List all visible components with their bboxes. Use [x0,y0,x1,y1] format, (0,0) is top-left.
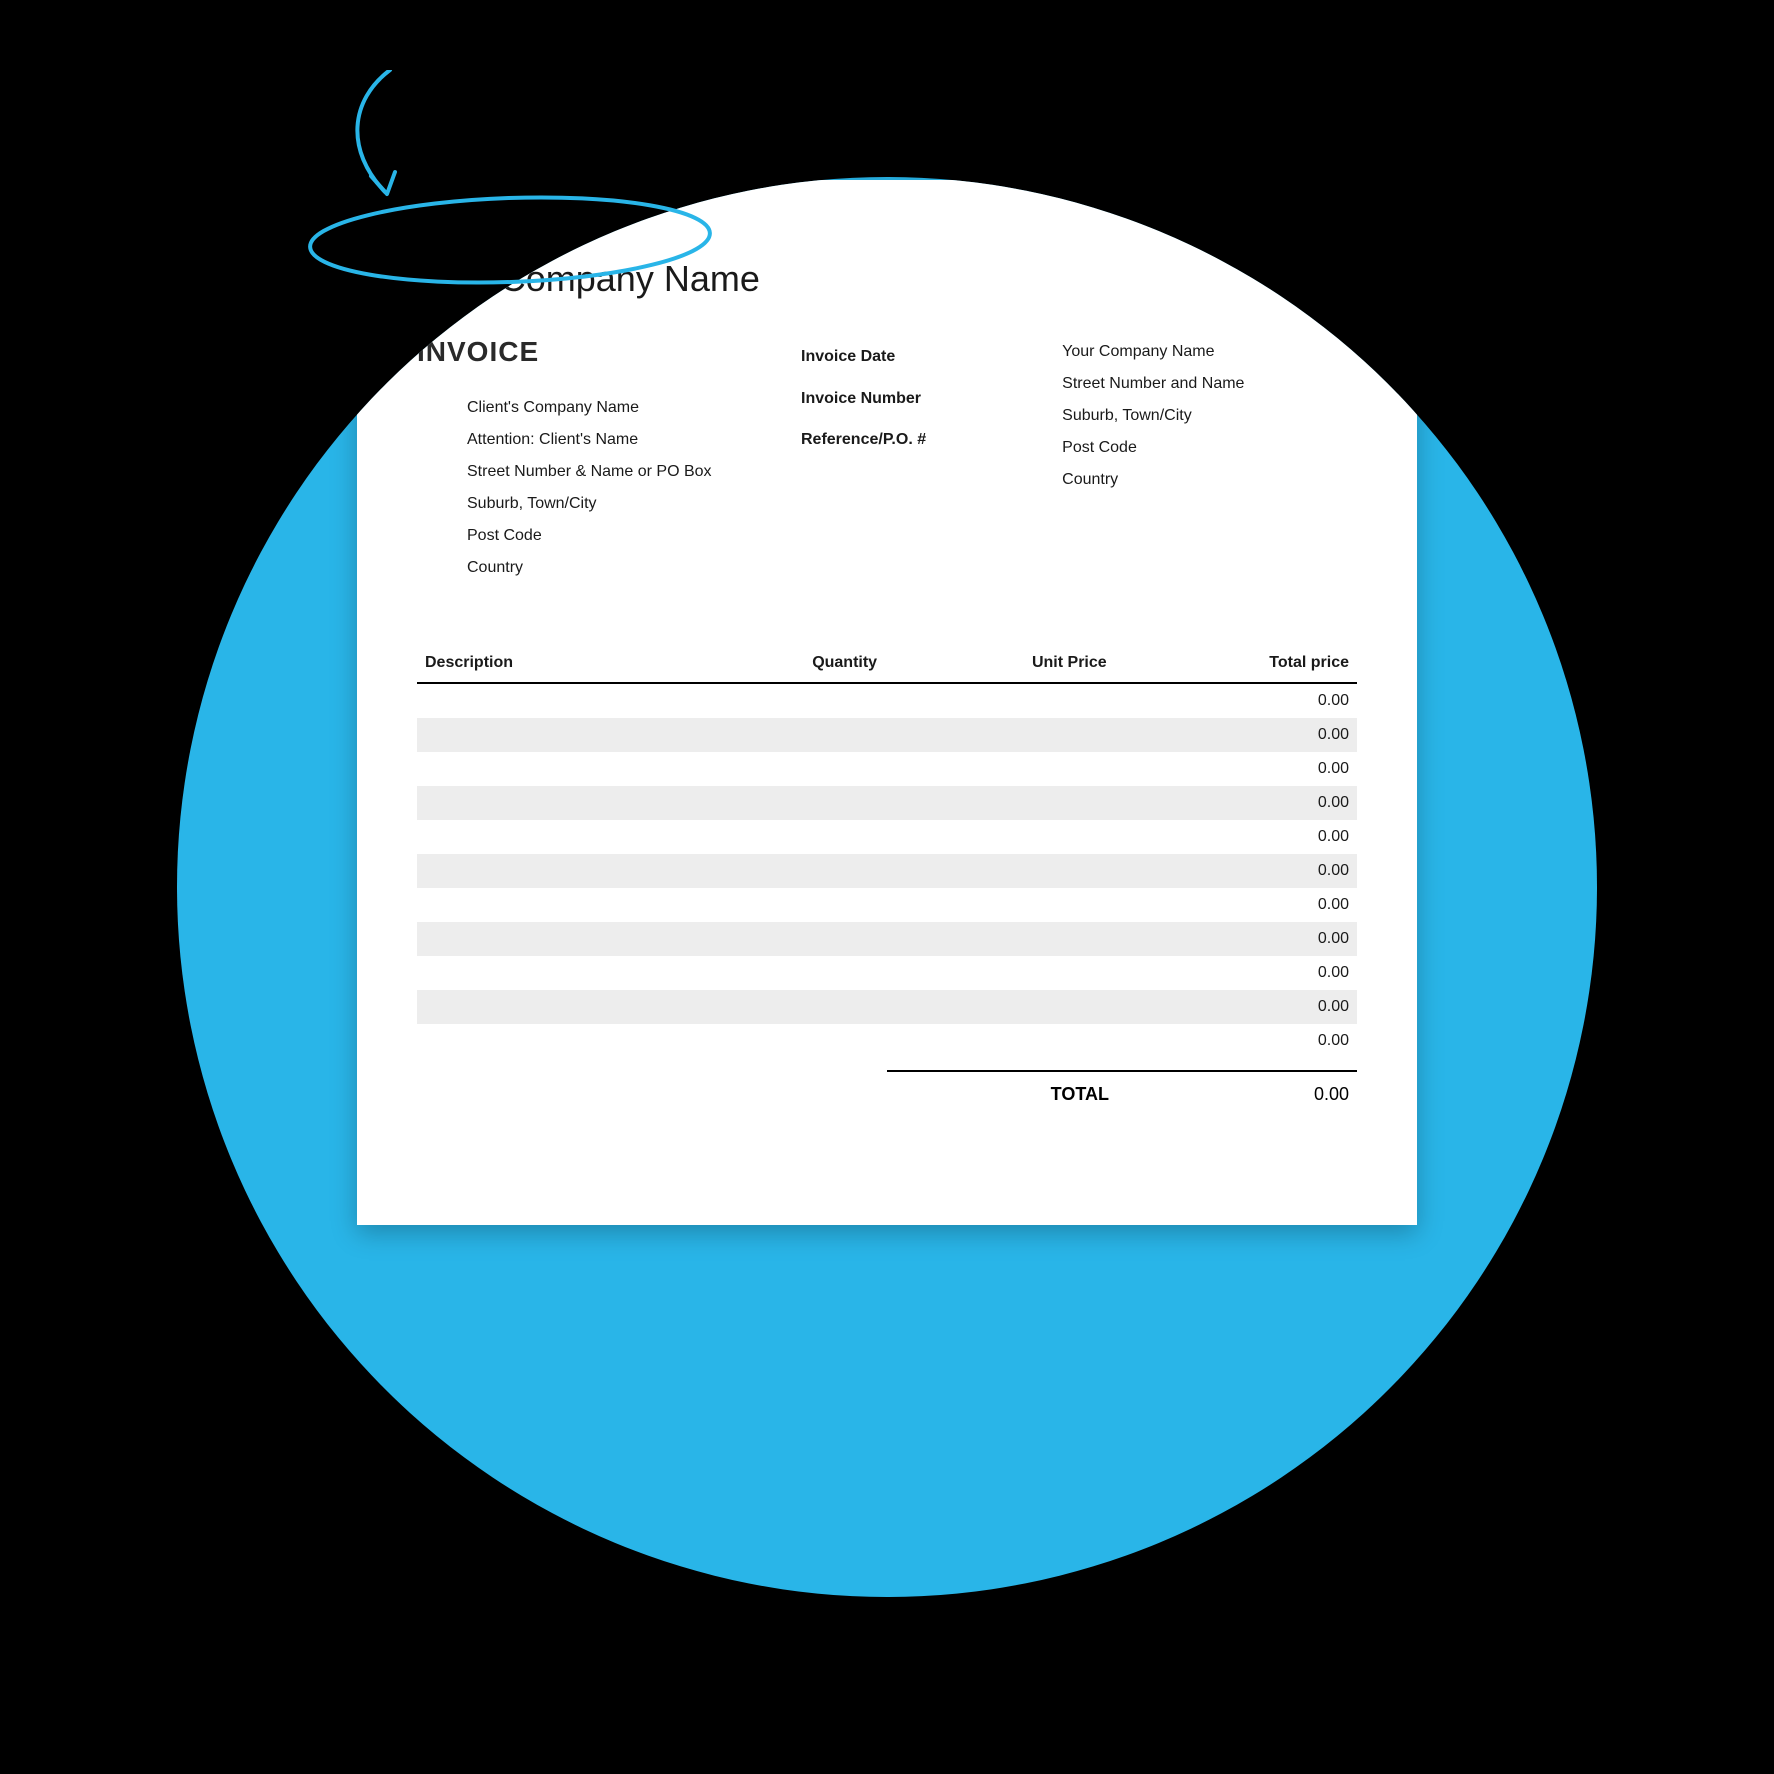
cell-description [417,1024,680,1058]
client-address: Client's Company Name Attention: Client'… [417,392,761,584]
table-row: 0.00 [417,854,1357,888]
sender-line: Post Code [1062,432,1357,464]
cell-total-price: 0.00 [1115,1024,1357,1058]
table-header-row: Description Quantity Unit Price Total pr… [417,644,1357,683]
totals-row: TOTAL 0.00 [417,1084,1357,1105]
cell-quantity [680,718,885,752]
cell-total-price: 0.00 [1115,922,1357,956]
cell-description [417,922,680,956]
cell-unit-price [885,854,1115,888]
client-line: Street Number & Name or PO Box [467,456,761,488]
cell-total-price: 0.00 [1115,820,1357,854]
col-quantity: Quantity [680,644,885,683]
cell-description [417,786,680,820]
invoice-left-column: INVOICE Client's Company Name Attention:… [417,336,761,584]
sender-line: Country [1062,464,1357,496]
cell-unit-price [885,752,1115,786]
client-line: Country [467,552,761,584]
cell-quantity [680,854,885,888]
reference-label: Reference/P.O. # [801,419,1022,461]
cell-description [417,854,680,888]
cell-total-price: 0.00 [1115,990,1357,1024]
cell-unit-price [885,718,1115,752]
cell-unit-price [885,990,1115,1024]
col-total-price: Total price [1115,644,1357,683]
table-row: 0.00 [417,718,1357,752]
cell-unit-price [885,683,1115,718]
cell-total-price: 0.00 [1115,854,1357,888]
table-row: 0.00 [417,752,1357,786]
invoice-document: Your Company Name INVOICE Client's Compa… [357,180,1417,1225]
total-value: 0.00 [1289,1084,1349,1105]
cell-total-price: 0.00 [1115,786,1357,820]
cell-description [417,888,680,922]
cell-total-price: 0.00 [1115,683,1357,718]
cell-quantity [680,786,885,820]
cell-quantity [680,956,885,990]
cell-total-price: 0.00 [1115,888,1357,922]
sender-line: Your Company Name [1062,336,1357,368]
cell-quantity [680,888,885,922]
sender-address: Your Company Name Street Number and Name… [1062,336,1357,584]
totals-rule [887,1070,1357,1072]
invoice-number-label: Invoice Number [801,378,1022,420]
client-line: Suburb, Town/City [467,488,761,520]
client-line: Post Code [467,520,761,552]
cell-description [417,718,680,752]
cell-total-price: 0.00 [1115,956,1357,990]
cell-total-price: 0.00 [1115,752,1357,786]
annotation-arrowhead-icon [371,172,395,194]
client-line: Client's Company Name [467,392,761,424]
cell-quantity [680,1024,885,1058]
cell-unit-price [885,956,1115,990]
cell-quantity [680,683,885,718]
cell-quantity [680,820,885,854]
invoice-meta-labels: Invoice Date Invoice Number Reference/P.… [801,336,1022,584]
sender-line: Suburb, Town/City [1062,400,1357,432]
col-description: Description [417,644,680,683]
cell-unit-price [885,888,1115,922]
cell-description [417,990,680,1024]
table-row: 0.00 [417,1024,1357,1058]
total-label: TOTAL [1051,1084,1109,1105]
sender-line: Street Number and Name [1062,368,1357,400]
invoice-date-label: Invoice Date [801,336,1022,378]
invoice-heading: INVOICE [417,336,761,368]
cell-description [417,752,680,786]
table-row: 0.00 [417,786,1357,820]
annotation-arrow-icon [357,70,390,192]
table-row: 0.00 [417,683,1357,718]
cell-total-price: 0.00 [1115,718,1357,752]
client-line: Attention: Client's Name [467,424,761,456]
cell-description [417,820,680,854]
table-row: 0.00 [417,922,1357,956]
cell-quantity [680,752,885,786]
cell-description [417,683,680,718]
cell-unit-price [885,820,1115,854]
info-block: INVOICE Client's Company Name Attention:… [417,336,1357,584]
cell-quantity [680,990,885,1024]
table-row: 0.00 [417,990,1357,1024]
cell-unit-price [885,922,1115,956]
table-row: 0.00 [417,888,1357,922]
line-items-table: Description Quantity Unit Price Total pr… [417,644,1357,1058]
table-row: 0.00 [417,956,1357,990]
cell-unit-price [885,1024,1115,1058]
cell-description [417,956,680,990]
cell-quantity [680,922,885,956]
table-row: 0.00 [417,820,1357,854]
company-name: Your Company Name [417,258,1357,300]
cell-unit-price [885,786,1115,820]
col-unit-price: Unit Price [885,644,1115,683]
